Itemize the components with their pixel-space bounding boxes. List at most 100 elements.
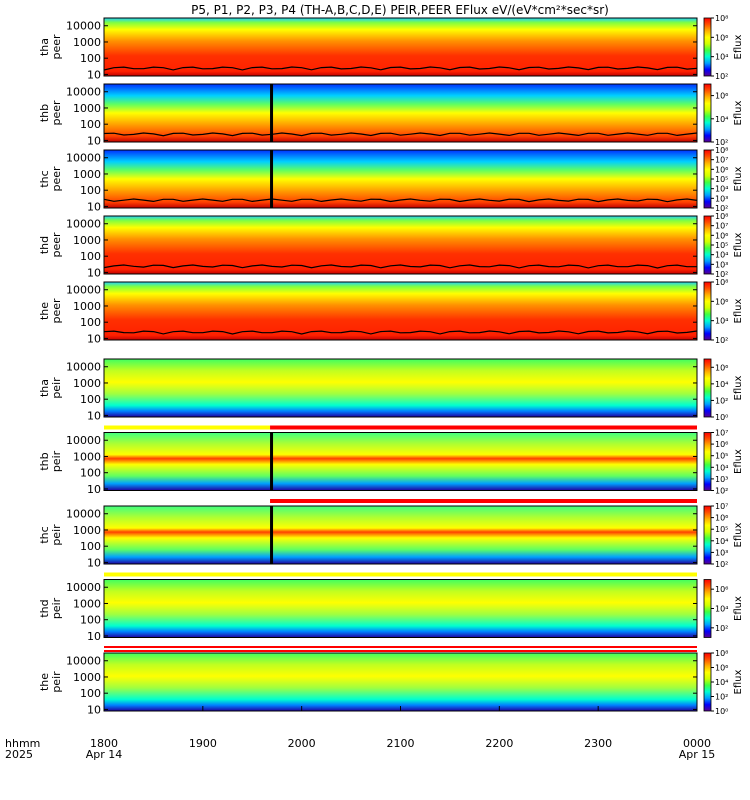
- colorbar-tick-label: 10²: [715, 336, 728, 345]
- colorbar-tick-label: 10⁵: [715, 175, 728, 184]
- date-label-end: Apr 15: [679, 748, 716, 761]
- colorbar-tick-label: 10⁶: [715, 440, 728, 449]
- data-gap-marker: [270, 432, 274, 491]
- panel-thc-peir: 10100100010000thcpeir10²10³10⁴10⁵10⁶10⁷E…: [38, 499, 744, 569]
- colorbar-tick-label: 10²: [715, 396, 728, 405]
- y-tick-label: 1000: [73, 671, 101, 684]
- spectrogram-the-peer: [104, 282, 697, 340]
- panel-frame: [103, 83, 698, 143]
- y-tick-label: 10: [87, 630, 101, 643]
- colorbar-tick-label: 10³: [715, 548, 728, 557]
- panel-frame: [103, 579, 698, 638]
- y-tick-label: 10000: [66, 152, 101, 165]
- date-label-start: Apr 14: [86, 748, 123, 761]
- colorbar-tick-label: 10⁸: [715, 14, 728, 23]
- spectrogram-thc-peir: [104, 506, 697, 564]
- y-tick-label: 10: [87, 68, 101, 81]
- x-tick-label: 0000: [683, 737, 711, 750]
- y-tick-label: 10: [87, 266, 101, 279]
- panel-the-peir: 10100100010000thepeir10⁰10²10⁴10⁶10⁸Eflu…: [38, 646, 744, 716]
- spectrogram-thd-peer: [104, 216, 697, 274]
- y-axis-label-line: the: [38, 673, 51, 691]
- colorbar-title: Eflux: [733, 449, 744, 474]
- colorbar-tick-label: 10⁵: [715, 525, 728, 534]
- colorbar-tick-label: 10⁷: [715, 156, 728, 165]
- y-tick-label: 1000: [73, 102, 101, 115]
- y-tick-label: 100: [80, 52, 101, 65]
- panel-frame: [103, 281, 698, 341]
- y-tick-label: 1000: [73, 524, 101, 537]
- flag-bar-right: [270, 499, 697, 503]
- year-label: 2025: [5, 748, 33, 761]
- y-tick-label: 10: [87, 703, 101, 716]
- colorbar-title: Eflux: [733, 298, 744, 323]
- colorbar: [703, 281, 712, 341]
- panel-frame: [103, 358, 698, 418]
- y-tick-label: 1000: [73, 234, 101, 247]
- colorbar: [703, 215, 712, 275]
- panel-thd-peer: 10100100010000thdpeer10²10³10⁴10⁵10⁶10⁷1…: [38, 212, 744, 279]
- y-tick-label: 100: [80, 614, 101, 627]
- colorbar-tick-label: 10³: [715, 475, 728, 484]
- y-axis-label: thdpeir: [38, 597, 63, 619]
- data-gap-marker: [270, 150, 274, 208]
- colorbar: [703, 579, 712, 638]
- colorbar-tick-label: 10⁴: [715, 53, 728, 62]
- colorbar-tick-label: 10²: [715, 138, 728, 147]
- colorbar-tick-label: 10⁰: [715, 707, 728, 716]
- y-axis-label-line: thd: [38, 236, 51, 254]
- y-axis-label: thbpeer: [38, 100, 63, 126]
- colorbar-tick-label: 10³: [715, 194, 728, 203]
- y-tick-label: 1000: [73, 377, 101, 390]
- colorbar-tick-label: 10⁶: [715, 363, 728, 372]
- x-tick-label: 2100: [387, 737, 415, 750]
- colorbar-tick-label: 10⁵: [715, 452, 728, 461]
- y-tick-label: 10: [87, 134, 101, 147]
- spectrogram-tha-peir: [104, 359, 697, 417]
- colorbar-title: Eflux: [733, 232, 744, 257]
- panel-frame: [103, 505, 698, 565]
- y-axis-label: thcpeir: [38, 524, 63, 546]
- panel-stack: 10 100 1000 10000 thapeer 10² 10⁴ 10⁶ 10⁸ Eflux 10…: [38, 14, 744, 716]
- colorbar: [703, 149, 712, 209]
- colorbar-tick-label: 10⁵: [715, 241, 728, 250]
- colorbar: [703, 505, 712, 565]
- colorbar-tick-label: 10²: [715, 270, 728, 279]
- colorbar: [703, 83, 712, 143]
- spectrogram-thb-peer: [104, 84, 697, 142]
- colorbar-tick-label: 10²: [715, 204, 728, 213]
- colorbar-title: Eflux: [733, 596, 744, 621]
- x-tick-label: 2000: [288, 737, 316, 750]
- y-axis-label-line: peir: [50, 671, 63, 693]
- colorbar: [703, 17, 712, 77]
- y-tick-label: 10: [87, 483, 101, 496]
- y-tick-label: 100: [80, 250, 101, 263]
- flag-bar-right: [270, 425, 697, 430]
- y-axis-label-line: peer: [50, 232, 63, 258]
- y-tick-label: 100: [80, 316, 101, 329]
- x-tick-label: 2200: [485, 737, 513, 750]
- figure-title: P5, P1, P2, P3, P4 (TH-A,B,C,D,E) PEIR,P…: [191, 3, 609, 17]
- colorbar-tick-label: 10⁴: [715, 605, 728, 614]
- colorbar-tick-label: 10²: [715, 624, 728, 633]
- colorbar-title: Eflux: [733, 34, 744, 59]
- colorbar-tick-label: 10⁷: [715, 429, 728, 438]
- colorbar-tick-label: 10⁸: [715, 278, 728, 287]
- x-tick-label: 1800: [90, 737, 118, 750]
- panel-frame: [103, 432, 698, 491]
- colorbar-title: Eflux: [733, 375, 744, 400]
- flag-stripe: [104, 650, 697, 652]
- colorbar-tick-label: 10²: [715, 487, 728, 496]
- y-tick-label: 10000: [66, 218, 101, 231]
- y-tick-label: 1000: [73, 300, 101, 313]
- colorbar-tick-label: 10⁶: [715, 664, 728, 673]
- colorbar-tick-label: 10⁴: [715, 380, 728, 389]
- y-axis-label: thapeer: [38, 34, 63, 60]
- y-axis-label-line: thc: [38, 526, 51, 543]
- time-axis: hhmm 2025 1800 1900 2000 2100 2200 2300 0000Ap…: [5, 706, 715, 761]
- y-tick-label: 1000: [73, 450, 101, 463]
- potential-line: [103, 66, 698, 71]
